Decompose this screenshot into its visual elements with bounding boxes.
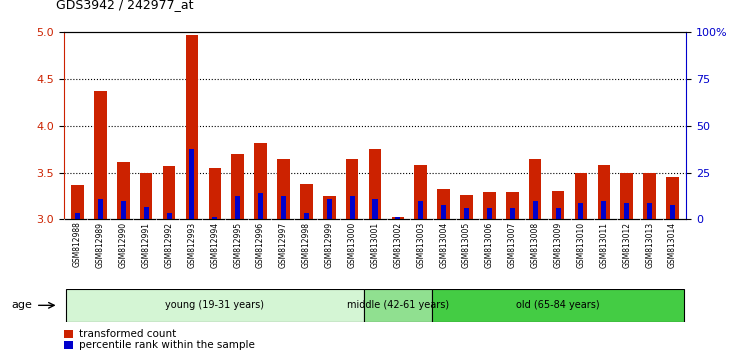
Text: GSM812991: GSM812991 — [142, 222, 151, 268]
Bar — [304, 213, 309, 219]
Text: GSM813012: GSM813012 — [622, 222, 632, 268]
Bar — [278, 159, 290, 219]
Text: GSM813007: GSM813007 — [508, 222, 517, 268]
Text: age: age — [11, 300, 32, 310]
Bar — [258, 193, 263, 219]
Bar — [644, 172, 656, 219]
Bar — [117, 162, 130, 219]
Text: GSM812997: GSM812997 — [279, 222, 288, 268]
Bar — [441, 205, 446, 219]
Bar — [212, 217, 217, 219]
Bar — [166, 213, 172, 219]
Bar — [373, 199, 377, 219]
Text: GSM812994: GSM812994 — [210, 222, 219, 268]
Bar — [647, 202, 652, 219]
Text: GSM813014: GSM813014 — [668, 222, 677, 268]
Text: GSM812993: GSM812993 — [188, 222, 196, 268]
Bar — [578, 202, 584, 219]
Bar — [670, 205, 675, 219]
Bar — [66, 289, 364, 322]
Text: GSM813001: GSM813001 — [370, 222, 380, 268]
Bar — [666, 177, 679, 219]
Bar — [281, 196, 286, 219]
Bar — [98, 199, 103, 219]
Bar — [140, 172, 152, 219]
Text: GSM812989: GSM812989 — [96, 222, 105, 268]
Text: GSM813008: GSM813008 — [531, 222, 540, 268]
Bar — [300, 184, 313, 219]
Bar — [190, 149, 194, 219]
Bar — [236, 196, 240, 219]
Bar — [460, 195, 472, 219]
Bar — [624, 202, 629, 219]
Text: percentile rank within the sample: percentile rank within the sample — [79, 340, 254, 350]
Bar — [437, 189, 450, 219]
Bar — [487, 208, 492, 219]
Bar — [346, 159, 358, 219]
Text: GSM812998: GSM812998 — [302, 222, 310, 268]
Bar — [395, 217, 400, 219]
Bar — [419, 201, 423, 219]
Bar — [350, 196, 355, 219]
Text: GSM812990: GSM812990 — [118, 222, 128, 268]
Bar — [598, 165, 610, 219]
Bar — [392, 217, 404, 219]
Text: GSM813010: GSM813010 — [577, 222, 586, 268]
Text: GSM812996: GSM812996 — [256, 222, 265, 268]
Bar — [532, 201, 538, 219]
Bar — [209, 168, 221, 219]
Bar — [327, 199, 332, 219]
Text: GSM812999: GSM812999 — [325, 222, 334, 268]
Bar — [506, 192, 518, 219]
Bar — [143, 207, 148, 219]
Text: GSM813000: GSM813000 — [347, 222, 356, 268]
Bar — [574, 172, 587, 219]
Bar — [432, 289, 684, 322]
Text: GSM812995: GSM812995 — [233, 222, 242, 268]
Bar — [529, 159, 542, 219]
Bar — [483, 192, 496, 219]
Text: GSM813003: GSM813003 — [416, 222, 425, 268]
Bar — [163, 166, 176, 219]
Text: transformed count: transformed count — [79, 329, 176, 339]
Text: GSM813011: GSM813011 — [599, 222, 608, 268]
Bar — [556, 208, 560, 219]
Bar — [232, 154, 244, 219]
Bar — [602, 201, 607, 219]
Bar — [620, 172, 633, 219]
Text: GSM813002: GSM813002 — [394, 222, 403, 268]
Bar — [254, 143, 267, 219]
Bar — [323, 196, 335, 219]
Bar — [75, 213, 80, 219]
Bar — [415, 165, 427, 219]
Text: GSM813013: GSM813013 — [645, 222, 654, 268]
Bar — [464, 208, 469, 219]
Text: old (65-84 years): old (65-84 years) — [516, 300, 600, 310]
Text: GSM813005: GSM813005 — [462, 222, 471, 268]
Bar — [94, 91, 106, 219]
Bar — [369, 149, 381, 219]
Text: middle (42-61 years): middle (42-61 years) — [346, 300, 449, 310]
Text: GSM813006: GSM813006 — [485, 222, 494, 268]
Text: GSM812992: GSM812992 — [164, 222, 173, 268]
Bar — [71, 185, 84, 219]
Text: GSM813009: GSM813009 — [554, 222, 562, 268]
Text: young (19-31 years): young (19-31 years) — [165, 300, 264, 310]
Text: GSM813004: GSM813004 — [440, 222, 448, 268]
Bar — [121, 201, 126, 219]
Bar — [510, 208, 515, 219]
Bar — [364, 289, 432, 322]
Text: GSM812988: GSM812988 — [73, 222, 82, 267]
Bar — [552, 191, 565, 219]
Text: GDS3942 / 242977_at: GDS3942 / 242977_at — [56, 0, 194, 11]
Bar — [185, 35, 198, 219]
